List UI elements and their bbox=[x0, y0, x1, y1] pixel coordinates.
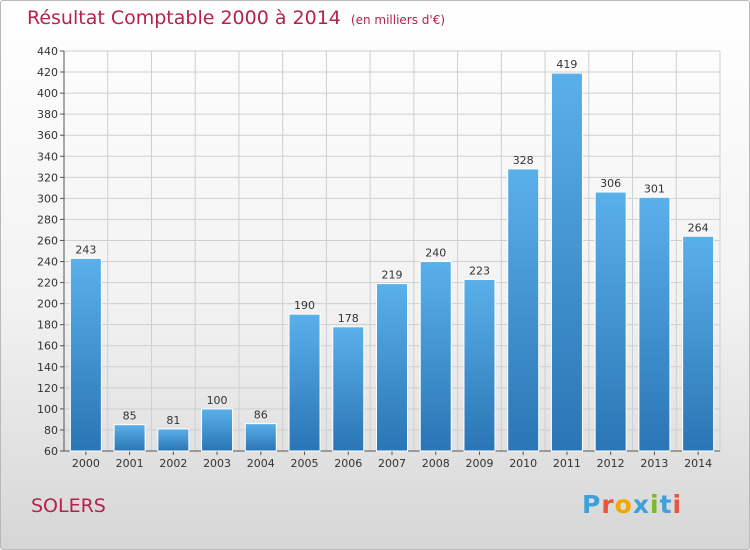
x-tick-label: 2013 bbox=[640, 457, 668, 470]
bar-2004 bbox=[244, 423, 277, 452]
y-tick-label: 280 bbox=[37, 213, 58, 226]
axes: 60 80 100 120 140 160 180 200 220 240 260 280 300 320… bbox=[37, 45, 720, 470]
value-label: 81 bbox=[166, 414, 180, 427]
value-label: 190 bbox=[294, 299, 315, 312]
bar-2001 bbox=[113, 424, 146, 452]
y-tick-label: 380 bbox=[37, 108, 58, 121]
value-label: 419 bbox=[556, 58, 577, 71]
y-tick-label: 440 bbox=[37, 45, 58, 58]
bar-2000 bbox=[69, 257, 102, 452]
bar-2006 bbox=[332, 326, 365, 452]
logo-letter: t bbox=[659, 490, 673, 519]
value-label: 219 bbox=[382, 269, 403, 282]
logo-letter: r bbox=[601, 490, 615, 519]
y-tick-label: 140 bbox=[37, 361, 58, 374]
value-label: 223 bbox=[469, 264, 490, 277]
title-text: Résultat Comptable 2000 à 2014 bbox=[27, 7, 341, 29]
y-tick-label: 260 bbox=[37, 234, 58, 247]
value-label: 240 bbox=[425, 247, 446, 260]
logo-letter: i bbox=[650, 490, 660, 519]
x-tick-label: 2005 bbox=[291, 457, 319, 470]
logo-letter: x bbox=[632, 490, 650, 519]
proxiti-logo[interactable]: Proxiti bbox=[582, 490, 682, 519]
bar-2012 bbox=[594, 191, 627, 452]
x-tick-label: 2009 bbox=[465, 457, 493, 470]
y-tick-label: 220 bbox=[37, 277, 58, 290]
bar-2002 bbox=[157, 428, 190, 452]
y-tick-label: 300 bbox=[37, 192, 58, 205]
x-tick-label: 2010 bbox=[509, 457, 537, 470]
y-tick-label: 60 bbox=[44, 445, 58, 458]
value-label: 86 bbox=[254, 409, 268, 422]
y-tick-label: 120 bbox=[37, 382, 58, 395]
data-labels: 243 85 81 100 86 190 178 219 240 223 328 419 306 301 2… bbox=[75, 58, 708, 427]
y-tick-label: 80 bbox=[44, 424, 58, 437]
x-tick-label: 2008 bbox=[422, 457, 450, 470]
bar-2007 bbox=[376, 283, 408, 452]
x-tick-label: 2006 bbox=[334, 457, 362, 470]
bars bbox=[69, 72, 715, 452]
value-label: 100 bbox=[207, 394, 228, 407]
commune-name: SOLERS bbox=[31, 495, 106, 517]
x-tick-label: 2011 bbox=[553, 457, 581, 470]
x-tick-label: 2004 bbox=[247, 457, 275, 470]
bar-2009 bbox=[463, 278, 496, 452]
value-label: 85 bbox=[123, 410, 137, 423]
value-label: 301 bbox=[644, 182, 665, 195]
chart-title: Résultat Comptable 2000 à 2014 (en millie… bbox=[27, 7, 445, 29]
logo-letter: P bbox=[582, 490, 602, 519]
value-label: 306 bbox=[600, 177, 621, 190]
y-tick-label: 320 bbox=[37, 171, 58, 184]
x-tick-label: 2000 bbox=[72, 457, 100, 470]
x-tick-label: 2002 bbox=[159, 457, 187, 470]
value-label: 264 bbox=[688, 221, 709, 234]
logo-letter: i bbox=[672, 490, 683, 519]
y-tick-label: 200 bbox=[37, 298, 58, 311]
y-tick-label: 180 bbox=[37, 319, 58, 332]
x-tick-label: 2003 bbox=[203, 457, 231, 470]
bar-2010 bbox=[507, 168, 540, 452]
bar-2013 bbox=[638, 196, 671, 452]
value-label: 328 bbox=[513, 154, 534, 167]
bar-2005 bbox=[288, 313, 321, 452]
x-tick-label: 2001 bbox=[116, 457, 144, 470]
y-tick-label: 160 bbox=[37, 340, 58, 353]
bar-2014 bbox=[682, 235, 715, 452]
chart-subtitle: (en milliers d'€) bbox=[350, 13, 446, 27]
y-tick-label: 360 bbox=[37, 129, 58, 142]
x-tick-label: 2007 bbox=[378, 457, 406, 470]
value-label: 178 bbox=[338, 312, 359, 325]
y-tick-label: 100 bbox=[37, 403, 58, 416]
y-tick-label: 400 bbox=[37, 87, 58, 100]
y-tick-label: 240 bbox=[37, 256, 58, 269]
bar-2003 bbox=[201, 408, 234, 452]
x-tick-label: 2014 bbox=[684, 457, 712, 470]
bar-2008 bbox=[419, 261, 452, 452]
bar-2011 bbox=[550, 72, 583, 452]
logo-letter: o bbox=[614, 490, 633, 519]
y-tick-label: 340 bbox=[37, 150, 58, 163]
value-label: 243 bbox=[75, 243, 96, 256]
x-tick-label: 2012 bbox=[597, 457, 625, 470]
y-tick-label: 420 bbox=[37, 66, 58, 79]
